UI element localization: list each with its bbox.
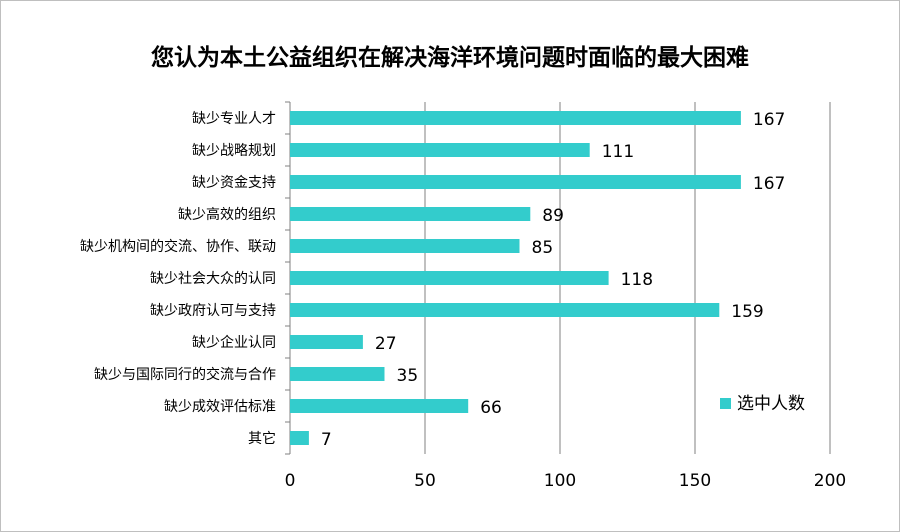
- category-label-4: 缺少机构间的交流、协作、联动: [80, 238, 276, 255]
- value-label-10: 7: [321, 430, 332, 450]
- chart-title: 您认为本土公益组织在解决海洋环境问题时面临的最大困难: [151, 45, 749, 71]
- bar-4: [290, 239, 520, 253]
- bar-1: [290, 143, 590, 157]
- category-label-2: 缺少资金支持: [192, 175, 276, 191]
- value-label-2: 167: [753, 174, 785, 194]
- bar-8: [290, 367, 385, 381]
- x-tick-label-1: 50: [414, 471, 436, 491]
- category-label-7: 缺少企业认同: [192, 334, 276, 351]
- legend-swatch: [720, 398, 731, 409]
- value-label-3: 89: [542, 206, 564, 226]
- bar-2: [290, 175, 741, 189]
- value-label-0: 167: [753, 110, 785, 130]
- bars: [290, 111, 741, 445]
- x-tick-label-3: 150: [679, 471, 711, 491]
- x-tick-label-4: 200: [814, 471, 846, 491]
- value-label-5: 118: [621, 270, 653, 290]
- category-label-8: 缺少与国际同行的交流与合作: [94, 366, 276, 383]
- category-label-10: 其它: [248, 430, 276, 447]
- bar-5: [290, 271, 609, 285]
- value-label-9: 66: [480, 398, 502, 418]
- category-label-5: 缺少社会大众的认同: [150, 271, 276, 287]
- category-label-3: 缺少高效的组织: [178, 206, 276, 223]
- bar-6: [290, 303, 720, 317]
- value-label-7: 27: [375, 334, 397, 354]
- category-label-6: 缺少政府认可与支持: [150, 303, 276, 319]
- bar-9: [290, 399, 469, 413]
- bar-0: [290, 111, 741, 125]
- legend-label: 选中人数: [737, 394, 805, 414]
- value-label-8: 35: [397, 366, 419, 386]
- x-tick-label-2: 100: [544, 471, 576, 491]
- category-label-1: 缺少战略规划: [192, 143, 276, 159]
- bar-7: [290, 335, 363, 349]
- category-label-0: 缺少专业人才: [192, 111, 276, 127]
- bar-3: [290, 207, 531, 221]
- bar-10: [290, 431, 309, 445]
- category-label-9: 缺少成效评估标准: [164, 399, 276, 415]
- labels: 0 50 100 150 200 缺少专业人才 167 缺少战略规划 111 缺少资金支持 167 缺…: [80, 110, 846, 491]
- value-label-6: 159: [731, 302, 763, 322]
- legend: 选中人数: [720, 394, 805, 414]
- value-label-1: 111: [602, 142, 634, 162]
- value-label-4: 85: [532, 238, 554, 258]
- x-tick-label-0: 0: [285, 471, 296, 491]
